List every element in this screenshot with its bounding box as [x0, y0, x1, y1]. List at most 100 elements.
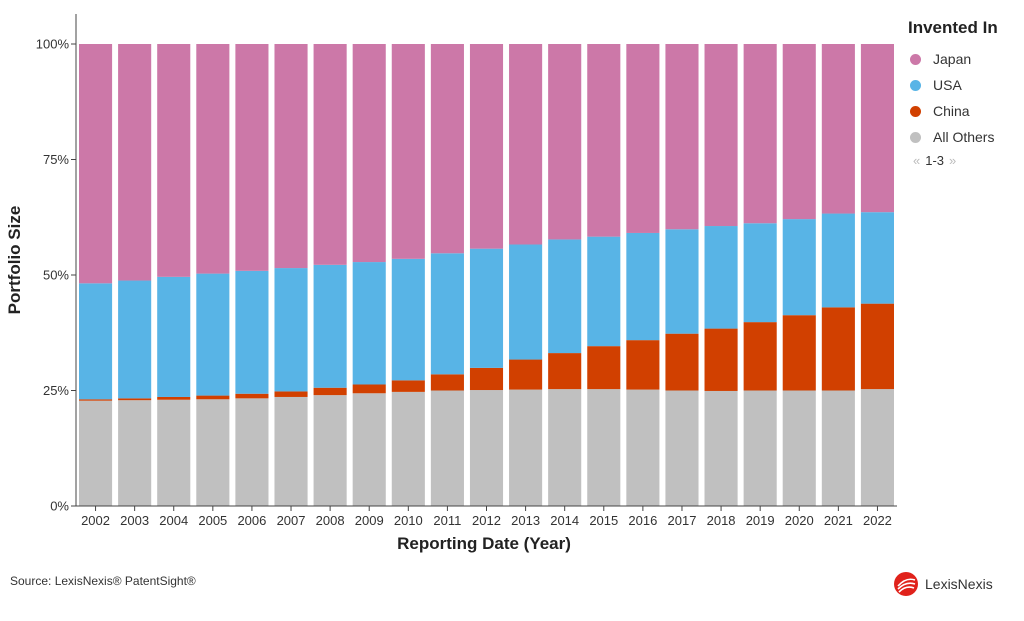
- bar-all-others-2014: [548, 389, 582, 506]
- bar-china-2011: [430, 374, 464, 391]
- bar-china-2003: [118, 398, 152, 401]
- x-tick-label: 2022: [863, 513, 892, 528]
- chevron-double-left-icon[interactable]: «: [913, 152, 921, 168]
- bar-all-others-2017: [665, 390, 699, 506]
- bar-japan-2019: [743, 44, 777, 224]
- bar-china-2021: [821, 307, 855, 391]
- bar-usa-2017: [665, 229, 699, 334]
- x-tick-label: 2013: [511, 513, 540, 528]
- bar-japan-2008: [313, 44, 347, 265]
- x-tick-label: 2007: [277, 513, 306, 528]
- chart: 0% 25% 50% 75% 100% 2002 2003 2004 2005 2006 2007 2…: [5, 14, 897, 553]
- bar-japan-2021: [821, 44, 855, 214]
- bar-china-2009: [352, 384, 386, 394]
- x-tick-label: 2015: [589, 513, 618, 528]
- bar-all-others-2002: [79, 400, 113, 506]
- bar-usa-2021: [821, 213, 855, 308]
- logo-text: LexisNexis: [925, 576, 993, 592]
- bar-usa-2007: [274, 268, 308, 392]
- bar-japan-2004: [157, 44, 191, 277]
- source-note: Source: LexisNexis® PatentSight®: [10, 574, 196, 588]
- bar-japan-2011: [430, 44, 464, 254]
- legend-label-china: China: [933, 103, 970, 119]
- legend-item-usa[interactable]: USA: [908, 72, 1018, 98]
- bar-china-2008: [313, 387, 347, 396]
- lexisnexis-logo: LexisNexis: [893, 571, 993, 597]
- bar-all-others-2019: [743, 390, 777, 506]
- bar-usa-2022: [860, 212, 894, 304]
- lexisnexis-logo-icon: [894, 572, 918, 596]
- chevron-double-right-icon[interactable]: »: [949, 152, 957, 168]
- bar-china-2014: [548, 353, 582, 390]
- x-tick-label: 2002: [81, 513, 110, 528]
- bar-japan-2022: [860, 44, 894, 213]
- x-tick-label: 2017: [668, 513, 697, 528]
- bar-japan-2020: [782, 44, 816, 220]
- legend-swatch-usa: [910, 79, 921, 91]
- bar-usa-2019: [743, 223, 777, 323]
- bar-all-others-2010: [391, 391, 425, 506]
- x-tick-label: 2018: [707, 513, 736, 528]
- bar-usa-2002: [79, 283, 113, 400]
- bar-china-2002: [79, 399, 113, 401]
- legend-label-all-others: All Others: [933, 129, 995, 145]
- bar-china-2006: [235, 393, 269, 399]
- legend-swatch-all-others: [910, 131, 921, 143]
- bar-usa-2009: [352, 262, 386, 385]
- legend-label-usa: USA: [933, 77, 962, 93]
- bar-usa-2003: [118, 280, 152, 399]
- bar-japan-2013: [509, 44, 543, 245]
- bar-japan-2016: [626, 44, 660, 233]
- x-tick-label: 2011: [433, 513, 461, 528]
- bar-all-others-2012: [469, 390, 504, 506]
- bar-all-others-2005: [196, 399, 230, 506]
- y-tick-label: 0%: [50, 499, 69, 514]
- x-tick-label: 2012: [472, 513, 501, 528]
- y-tick-label: 50%: [43, 268, 69, 283]
- y-tick-label: 25%: [43, 383, 69, 398]
- bar-japan-2002: [79, 44, 113, 284]
- x-tick-label: 2016: [628, 513, 657, 528]
- bar-usa-2018: [704, 226, 738, 329]
- bar-all-others-2015: [587, 389, 621, 506]
- bar-japan-2018: [704, 44, 738, 227]
- bar-china-2019: [743, 322, 777, 391]
- bar-usa-2020: [782, 219, 816, 316]
- bar-china-2015: [587, 346, 621, 390]
- legend-item-china[interactable]: China: [908, 98, 1018, 124]
- x-tick-label: 2004: [159, 513, 188, 528]
- x-tick-label: 2020: [785, 513, 814, 528]
- bar-all-others-2006: [235, 398, 269, 506]
- legend-swatch-china: [910, 105, 921, 117]
- bar-all-others-2004: [157, 399, 191, 506]
- bar-usa-2006: [235, 270, 269, 394]
- y-axis-title: Portfolio Size: [5, 206, 24, 315]
- bar-japan-2005: [196, 44, 230, 274]
- bar-china-2012: [469, 367, 504, 391]
- bar-china-2017: [665, 333, 699, 391]
- bar-japan-2007: [274, 44, 308, 269]
- bar-usa-2015: [587, 236, 621, 347]
- legend-item-all-others[interactable]: All Others: [908, 124, 1018, 150]
- bar-china-2005: [196, 395, 230, 400]
- bar-all-others-2022: [860, 389, 894, 506]
- bar-usa-2013: [509, 244, 543, 360]
- bar-usa-2014: [548, 239, 582, 354]
- bar-all-others-2009: [352, 393, 386, 506]
- legend-pager: « 1-3 »: [908, 150, 1018, 170]
- legend-label-japan: Japan: [933, 51, 972, 67]
- bar-all-others-2021: [821, 390, 855, 506]
- bar-japan-2012: [469, 44, 504, 249]
- bar-japan-2009: [352, 44, 386, 263]
- bar-china-2004: [157, 396, 191, 400]
- bar-china-2016: [626, 340, 660, 390]
- x-tick-label: 2021: [824, 513, 853, 528]
- legend-item-japan[interactable]: Japan: [908, 46, 1018, 72]
- legend-swatch-japan: [910, 53, 921, 65]
- bar-all-others-2007: [274, 396, 308, 506]
- bar-china-2018: [704, 328, 738, 391]
- bar-usa-2016: [626, 232, 660, 341]
- bar-usa-2008: [313, 264, 347, 388]
- bar-all-others-2013: [509, 389, 543, 506]
- bar-japan-2003: [118, 44, 152, 281]
